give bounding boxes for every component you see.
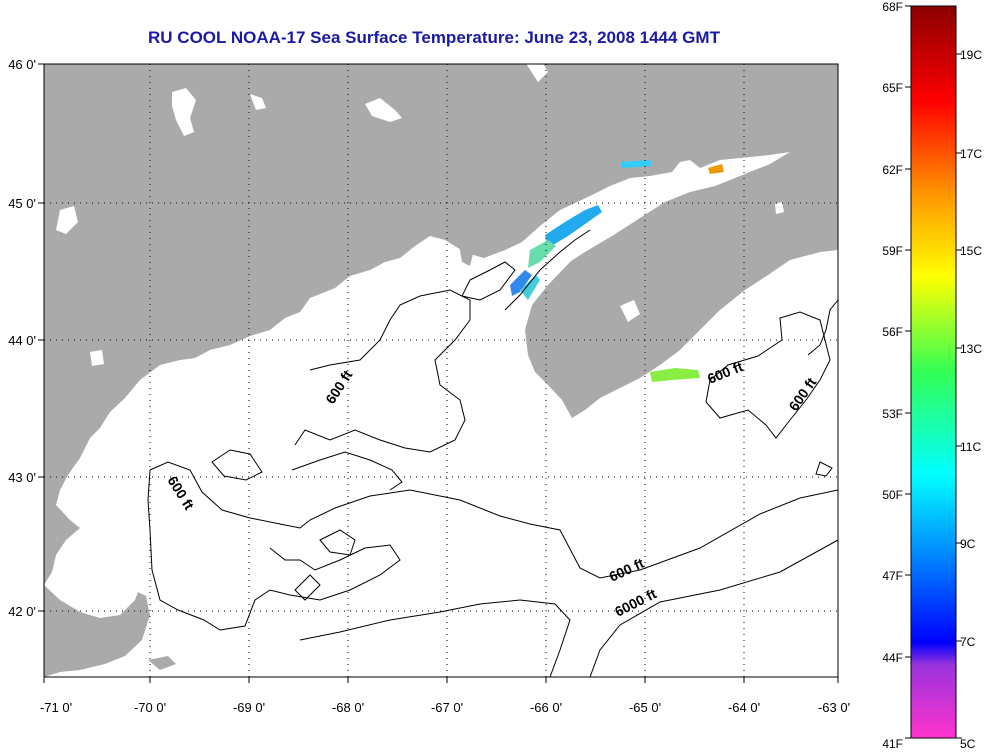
lon-label-71: -71 0' bbox=[40, 700, 72, 715]
lon-label-68: -68 0' bbox=[332, 700, 364, 715]
lat-label-43: 43 0' bbox=[8, 470, 36, 485]
cb-f-53: 53F bbox=[882, 407, 903, 421]
sst-patches bbox=[510, 160, 724, 382]
cb-f-44: 44F bbox=[882, 651, 903, 665]
axis-ticks bbox=[38, 63, 839, 683]
cb-f-59: 59F bbox=[882, 244, 903, 258]
cb-f-50: 50F bbox=[882, 488, 903, 502]
cb-f-62: 62F bbox=[882, 163, 903, 177]
lon-label-65: -65 0' bbox=[629, 700, 661, 715]
lon-label-63: -63 0' bbox=[818, 700, 850, 715]
lon-label-70: -70 0' bbox=[134, 700, 166, 715]
cb-c-19: 19C bbox=[960, 48, 982, 62]
cb-c-15: 15C bbox=[960, 244, 982, 258]
lakes bbox=[56, 64, 784, 366]
lat-label-46: 46 0' bbox=[8, 57, 36, 72]
lon-label-64: -64 0' bbox=[728, 700, 760, 715]
cb-c-13: 13C bbox=[960, 342, 982, 356]
lon-label-69: -69 0' bbox=[233, 700, 265, 715]
map-title: RU COOL NOAA-17 Sea Surface Temperature:… bbox=[148, 28, 720, 47]
cb-f-47: 47F bbox=[882, 569, 903, 583]
land-grand-manan bbox=[458, 232, 476, 266]
cb-f-65: 65F bbox=[882, 81, 903, 95]
cb-c-17: 17C bbox=[960, 147, 982, 161]
cb-c-5: 5C bbox=[960, 737, 976, 751]
depth-contours bbox=[147, 229, 838, 677]
map-frame bbox=[43, 63, 839, 678]
colorbar-ticks bbox=[905, 5, 962, 739]
cb-f-56: 56F bbox=[882, 325, 903, 339]
cb-c-11: 11C bbox=[960, 440, 981, 454]
lat-label-45: 45 0' bbox=[8, 196, 36, 211]
lon-label-66: -66 0' bbox=[530, 700, 562, 715]
land-island bbox=[148, 656, 176, 670]
graticule bbox=[44, 64, 838, 677]
lat-label-42: 42 0' bbox=[8, 604, 36, 619]
cb-f-68: 68F bbox=[882, 0, 903, 14]
cb-f-41: 41F bbox=[882, 737, 903, 751]
cb-c-9: 9C bbox=[960, 537, 976, 551]
land-mainland bbox=[44, 64, 838, 585]
lon-label-67: -67 0' bbox=[431, 700, 463, 715]
colorbar bbox=[910, 5, 957, 739]
cb-c-7: 7C bbox=[960, 635, 976, 649]
land-cape-cod bbox=[44, 585, 150, 677]
lat-label-44: 44 0' bbox=[8, 333, 36, 348]
